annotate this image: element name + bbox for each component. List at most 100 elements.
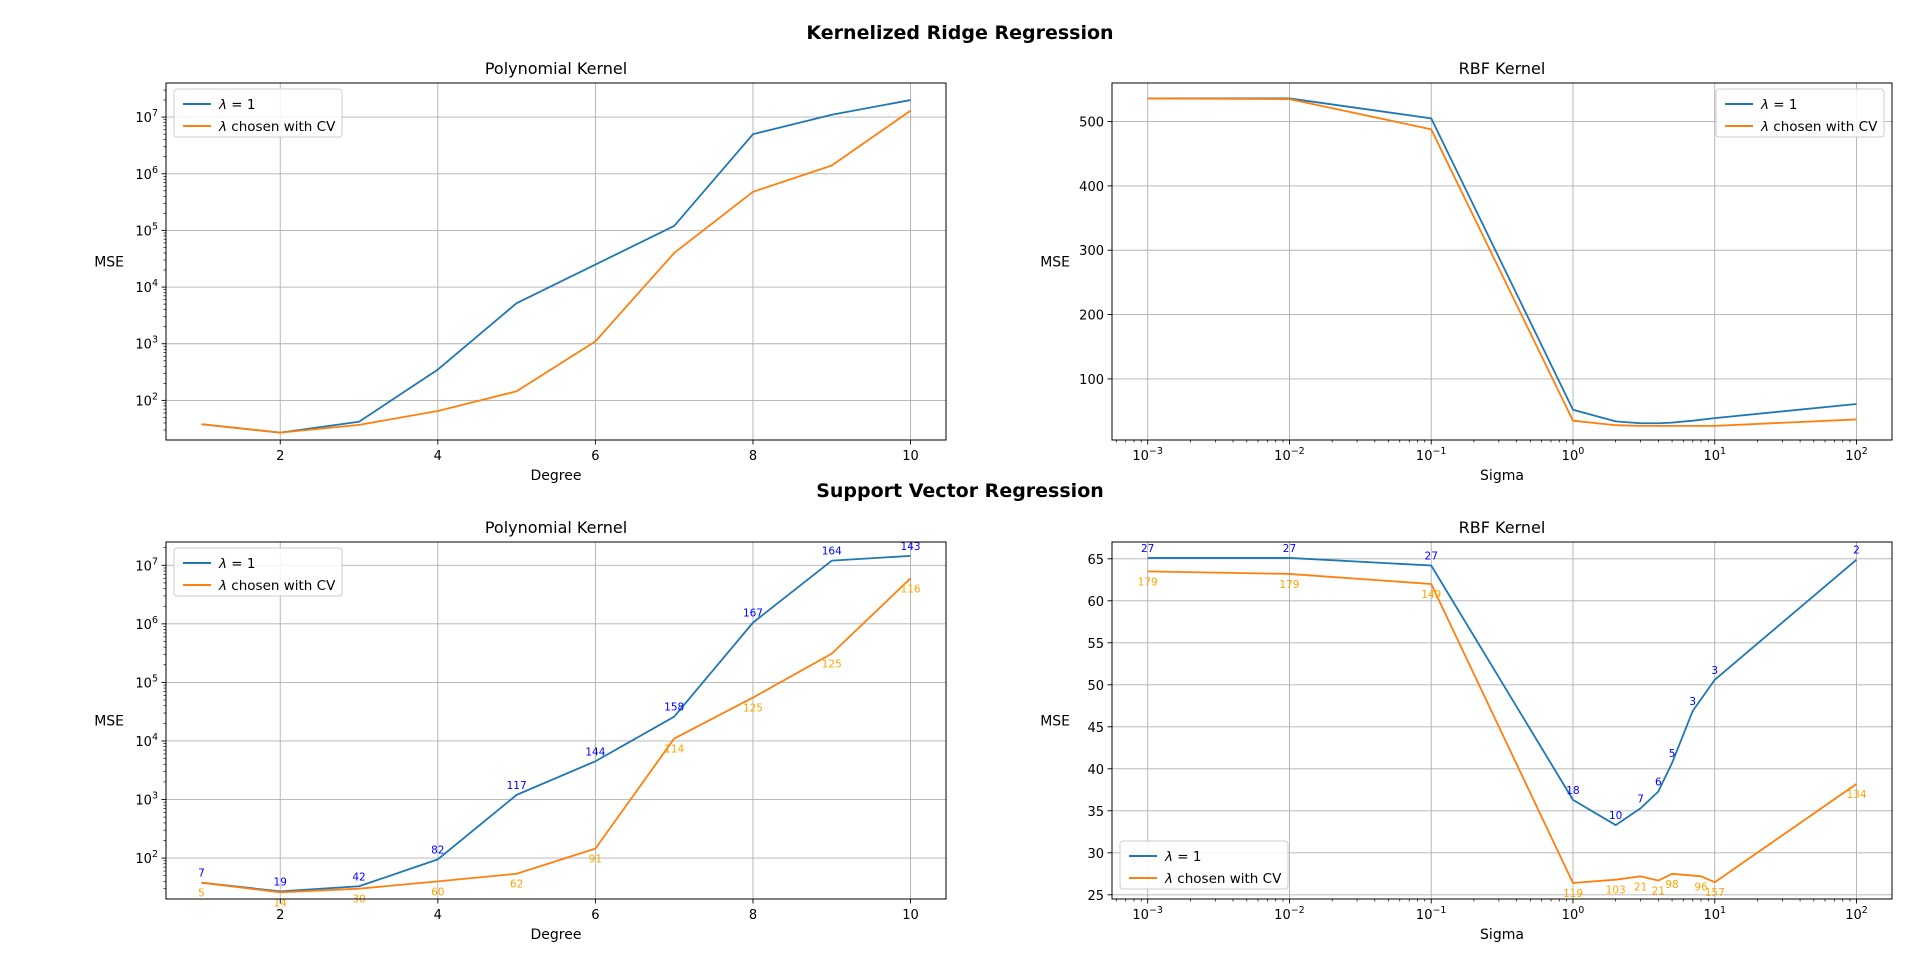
y-tick-label-5: 107 [135, 108, 158, 126]
y-axis-label: MSE [1040, 255, 1070, 271]
x-tick-label-3: 100 [1562, 446, 1585, 464]
point-label-s1-5: 144 [585, 746, 605, 758]
legend-box [173, 547, 343, 597]
point-label-s2-0: 179 [1138, 576, 1158, 588]
y-tick-label-3: 105 [135, 221, 158, 239]
x-tick-label-0: 10−3 [1132, 905, 1163, 923]
chart-2: 10−3 10−2 10−1 100 101 102 100 200 300 400 500 RBF … [1040, 59, 1893, 484]
point-label-s1-0: 7 [198, 868, 205, 880]
point-label-s2-6: 21 [1652, 886, 1665, 898]
legend-label-2: λ chosen with CV [1760, 119, 1878, 135]
x-tick-label-2: 6 [591, 449, 599, 464]
chart-4: 10−3 10−2 10−1 100 101 1022530354045505560652… [1040, 518, 1893, 943]
y-tick-label-6: 55 [1087, 637, 1104, 652]
legend-box [1715, 88, 1885, 138]
x-tick-label-5: 102 [1845, 446, 1868, 464]
point-label-s1-6: 158 [664, 702, 684, 714]
point-label-s1-6: 6 [1655, 776, 1662, 788]
point-label-s1-1: 19 [274, 876, 287, 888]
x-tick-label-5: 102 [1845, 905, 1868, 923]
point-label-s2-5: 91 [589, 854, 602, 866]
x-tick-label-1: 4 [434, 449, 442, 464]
x-axis-label: Degree [531, 468, 582, 484]
series-line-2 [201, 577, 912, 894]
x-axis-label: Degree [531, 927, 582, 943]
x-axis-label: Sigma [1480, 927, 1524, 943]
x-tick-label-1: 4 [434, 908, 442, 923]
y-axis-label: MSE [1040, 714, 1070, 730]
y-tick-label-2: 35 [1087, 805, 1104, 820]
y-tick-label-3: 400 [1079, 180, 1104, 195]
series-line-1 [201, 554, 911, 893]
y-tick-label-5: 50 [1087, 679, 1104, 694]
point-label-s1-10: 2 [1853, 545, 1860, 557]
x-tick-label-2: 6 [591, 908, 599, 923]
y-tick-label-2: 104 [135, 278, 158, 296]
point-label-s1-8: 164 [822, 546, 842, 558]
y-tick-label-1: 30 [1087, 847, 1104, 862]
point-label-s1-9: 143 [901, 541, 921, 553]
point-label-s2-0: 5 [198, 888, 205, 900]
series-line-1 [201, 99, 911, 434]
axes-frame [165, 82, 947, 441]
axes-title: Polynomial Kernel [485, 59, 627, 78]
point-label-s2-2: 149 [1421, 589, 1441, 601]
x-tick-label-2: 10−1 [1416, 905, 1447, 923]
y-tick-label-0: 100 [1079, 373, 1104, 388]
x-tick-label-0: 2 [276, 908, 284, 923]
y-axis-label: MSE [94, 714, 124, 730]
point-label-s1-0: 27 [1141, 543, 1154, 555]
x-tick-label-4: 101 [1703, 446, 1726, 464]
y-tick-label-1: 103 [135, 335, 158, 353]
y-tick-label-1: 103 [135, 791, 158, 809]
point-label-s1-5: 7 [1637, 793, 1644, 805]
x-tick-label-1: 10−2 [1274, 905, 1305, 923]
x-tick-label-3: 8 [749, 908, 757, 923]
y-tick-label-0: 25 [1087, 889, 1104, 904]
point-label-s2-7: 98 [1665, 879, 1678, 891]
point-label-s2-9: 157 [1705, 887, 1725, 899]
y-tick-label-5: 107 [135, 556, 158, 574]
y-tick-label-4: 106 [135, 165, 158, 183]
legend-label-1: λ = 1 [218, 556, 255, 572]
suptitle-ridge: Kernelized Ridge Regression [806, 22, 1113, 44]
chart-1: 2 4 6 8 10 102 103 104 105 106 107 Polynomial Kerne… [94, 59, 947, 484]
point-label-s1-3: 82 [431, 844, 444, 856]
y-tick-label-8: 65 [1087, 553, 1104, 568]
point-label-s2-3: 119 [1563, 888, 1583, 900]
x-tick-label-0: 2 [276, 449, 284, 464]
series-line-2 [1147, 570, 1858, 884]
legend: λ = 1 λ chosen with CV [1715, 88, 1885, 138]
point-label-s1-8: 3 [1689, 696, 1696, 708]
point-label-s1-7: 167 [743, 608, 763, 620]
axes-title: Polynomial Kernel [485, 518, 627, 537]
suptitle-svr: Support Vector Regression [816, 480, 1104, 502]
point-label-s2-9: 116 [901, 583, 921, 595]
x-tick-label-2: 10−1 [1416, 446, 1447, 464]
x-tick-label-3: 8 [749, 449, 757, 464]
x-tick-label-1: 10−2 [1274, 446, 1305, 464]
y-tick-label-4: 500 [1079, 116, 1104, 131]
legend-label-1: λ = 1 [1164, 849, 1201, 865]
point-label-s2-3: 60 [431, 886, 444, 898]
point-label-s1-4: 10 [1609, 810, 1622, 822]
y-tick-label-0: 102 [135, 849, 158, 867]
y-tick-label-0: 102 [135, 391, 158, 409]
point-label-s1-9: 3 [1711, 665, 1718, 677]
point-label-s2-1: 14 [274, 897, 288, 909]
axes-frame [165, 541, 947, 900]
point-label-s2-2: 30 [352, 894, 365, 906]
y-tick-label-2: 104 [135, 732, 158, 750]
y-tick-label-3: 40 [1087, 763, 1104, 778]
axes-frame [1111, 541, 1893, 900]
point-label-s2-8: 125 [822, 659, 842, 671]
series-line-2 [1147, 97, 1857, 427]
axes-frame [1111, 82, 1893, 441]
series-line-1 [1147, 97, 1857, 425]
x-tick-label-4: 10 [902, 449, 919, 464]
axes-title: RBF Kernel [1459, 59, 1546, 78]
x-tick-label-3: 100 [1562, 905, 1585, 923]
legend-label-1: λ = 1 [218, 97, 255, 113]
